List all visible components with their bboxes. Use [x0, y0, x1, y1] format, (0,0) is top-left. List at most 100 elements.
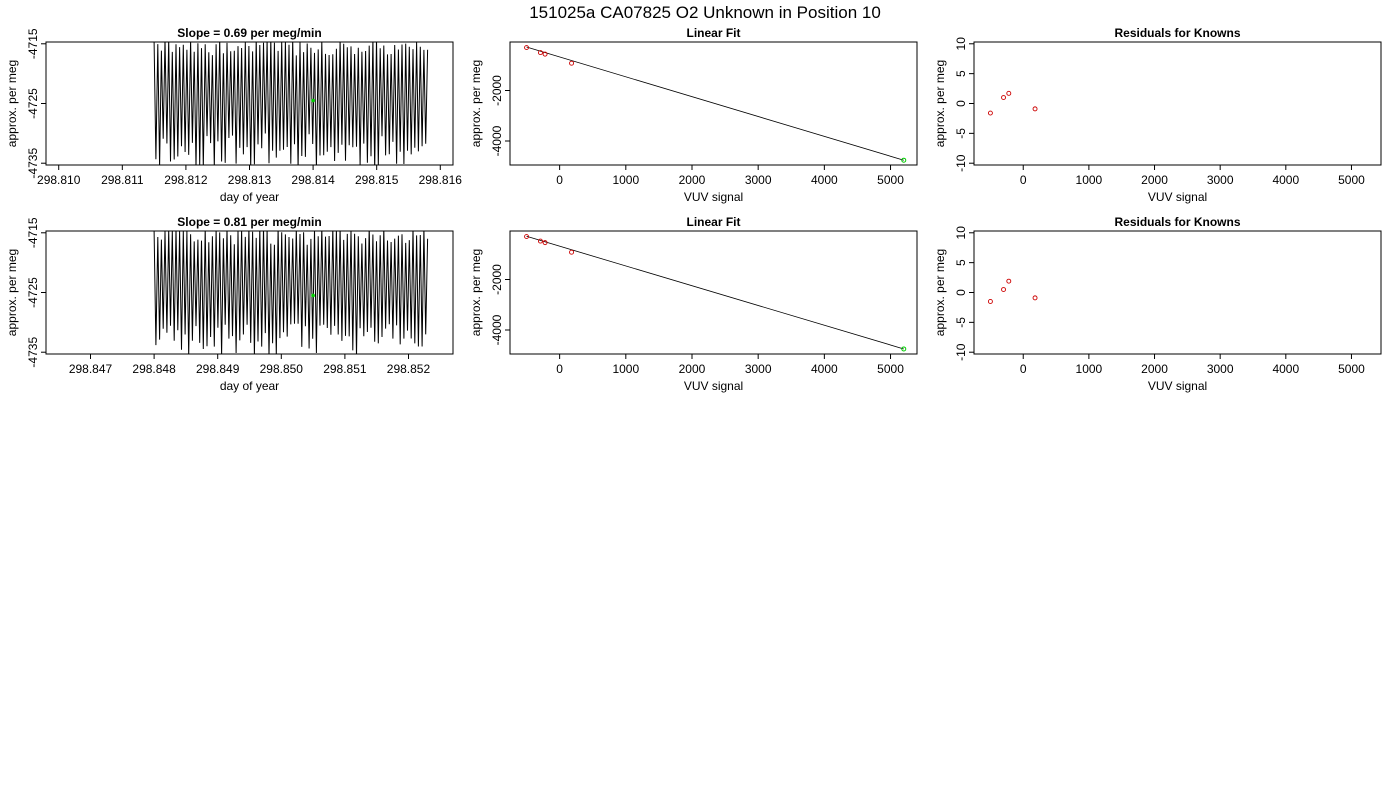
- plot-area: [987, 90, 1038, 116]
- plot-area: [153, 42, 429, 165]
- y-axis-label: approx. per meg: [933, 60, 947, 147]
- known-point: [542, 51, 548, 57]
- x-tick-label: 4000: [1272, 362, 1299, 376]
- x-tick-label: 1000: [612, 362, 639, 376]
- x-tick-label: 298.849: [196, 362, 240, 376]
- y-tick-label: 0: [954, 100, 968, 107]
- known-point: [987, 299, 993, 304]
- plot-frame: [973, 41, 1382, 166]
- known-point: [569, 249, 574, 255]
- page-title: 151025a CA07825 O2 Unknown in Position 1…: [529, 3, 881, 22]
- y-tick-label: -4000: [490, 314, 504, 345]
- known-point: [1001, 95, 1006, 100]
- x-tick-label: 0: [556, 362, 563, 376]
- x-tick-label: 2000: [679, 362, 706, 376]
- known-point: [569, 60, 574, 66]
- y-tick-label: -4735: [26, 337, 40, 368]
- y-tick-label: 10: [954, 226, 968, 240]
- panel-run1-fit: Linear Fit 0 1000 2000 3000 4000 5000 -2000 -400…: [469, 26, 918, 204]
- x-tick-label: 2000: [679, 173, 706, 187]
- panel-title: Slope = 0.69 per meg/min: [177, 26, 321, 40]
- panel-run2-fit: Linear Fit 0 1000 2000 3000 4000 5000 -2000 -400…: [469, 215, 918, 393]
- x-tick-label: 298.847: [69, 362, 113, 376]
- x-tick-label: 0: [556, 173, 563, 187]
- y-axis-label: approx. per meg: [469, 60, 483, 147]
- y-axis-label: approx. per meg: [5, 60, 19, 147]
- x-tick-label: 298.811: [101, 173, 144, 187]
- plot-area: [153, 231, 429, 354]
- x-axis-label: VUV signal: [684, 190, 743, 204]
- x-tick-label: 0: [1020, 173, 1027, 187]
- y-axis-label: approx. per meg: [933, 249, 947, 336]
- known-point: [1006, 278, 1012, 284]
- x-axis-label: VUV signal: [1148, 190, 1207, 204]
- x-tick-label: 3000: [745, 173, 772, 187]
- x-tick-label: 298.848: [132, 362, 176, 376]
- known-point: [537, 238, 543, 244]
- known-point: [524, 234, 529, 240]
- y-tick-label: 0: [954, 289, 968, 296]
- plot-area: [524, 234, 907, 352]
- x-tick-label: 5000: [1338, 173, 1365, 187]
- known-point: [1001, 287, 1006, 292]
- x-axis-label: day of year: [220, 379, 279, 393]
- x-tick-label: 1000: [1076, 173, 1103, 187]
- plot-frame: [45, 230, 454, 355]
- fit-line: [526, 46, 904, 161]
- fit-line: [526, 235, 904, 350]
- unknown-marker-point: [311, 98, 315, 103]
- x-tick-label: 3000: [1207, 362, 1234, 376]
- x-tick-label: 298.813: [228, 173, 272, 187]
- panel-title: Linear Fit: [686, 26, 740, 40]
- x-tick-label: 5000: [1338, 362, 1365, 376]
- known-point: [1032, 295, 1038, 301]
- x-axis-label: day of year: [220, 190, 279, 204]
- panel-title: Linear Fit: [686, 215, 740, 229]
- x-axis-label: VUV signal: [684, 379, 743, 393]
- x-tick-label: 5000: [877, 173, 904, 187]
- unknown-marker-point: [311, 293, 315, 298]
- x-tick-label: 298.851: [323, 362, 367, 376]
- x-tick-label: 298.814: [291, 173, 335, 187]
- x-tick-label: 3000: [1207, 173, 1234, 187]
- unknown-point: [901, 346, 907, 352]
- y-axis-label: approx. per meg: [5, 249, 19, 336]
- y-tick-label: 10: [954, 37, 968, 51]
- x-tick-label: 0: [1020, 362, 1027, 376]
- y-tick-label: -5: [954, 128, 968, 139]
- x-tick-label: 3000: [745, 362, 772, 376]
- panel-run1-resid: Residuals for Knowns 0 1000 2000 3000 4000 500…: [933, 26, 1382, 204]
- y-tick-label: -4715: [26, 28, 40, 59]
- y-tick-label: -10: [954, 343, 968, 361]
- known-point: [524, 45, 529, 51]
- y-tick-label: -5: [954, 317, 968, 328]
- unknown-point: [901, 157, 907, 163]
- y-tick-label: -10: [954, 154, 968, 172]
- plot-frame: [509, 230, 918, 355]
- x-tick-label: 4000: [1272, 173, 1299, 187]
- x-tick-label: 298.816: [419, 173, 463, 187]
- x-tick-label: 298.812: [164, 173, 208, 187]
- plot-frame: [509, 41, 918, 166]
- known-point: [542, 240, 548, 246]
- x-tick-label: 2000: [1141, 362, 1168, 376]
- y-axis-label: approx. per meg: [469, 249, 483, 336]
- y-tick-label: 5: [954, 70, 968, 77]
- panel-run2-resid: Residuals for Knowns 0 1000 2000 3000 4000 500…: [933, 215, 1382, 393]
- x-axis-label: VUV signal: [1148, 379, 1207, 393]
- known-point: [987, 110, 993, 116]
- known-point: [1006, 90, 1012, 96]
- y-tick-label: -4000: [490, 125, 504, 156]
- y-tick-label: -4725: [26, 277, 40, 308]
- x-tick-label: 298.852: [387, 362, 431, 376]
- signal-trace-line: [153, 231, 429, 354]
- y-tick-label: -2000: [490, 75, 504, 106]
- panel-run1-trace: Slope = 0.69 per meg/min 298.810 298.811 29…: [5, 26, 462, 204]
- x-tick-label: 4000: [811, 173, 838, 187]
- y-tick-label: -4735: [26, 148, 40, 179]
- y-tick-label: -2000: [490, 264, 504, 295]
- x-tick-label: 298.810: [37, 173, 81, 187]
- known-point: [537, 50, 543, 56]
- x-tick-label: 298.815: [355, 173, 399, 187]
